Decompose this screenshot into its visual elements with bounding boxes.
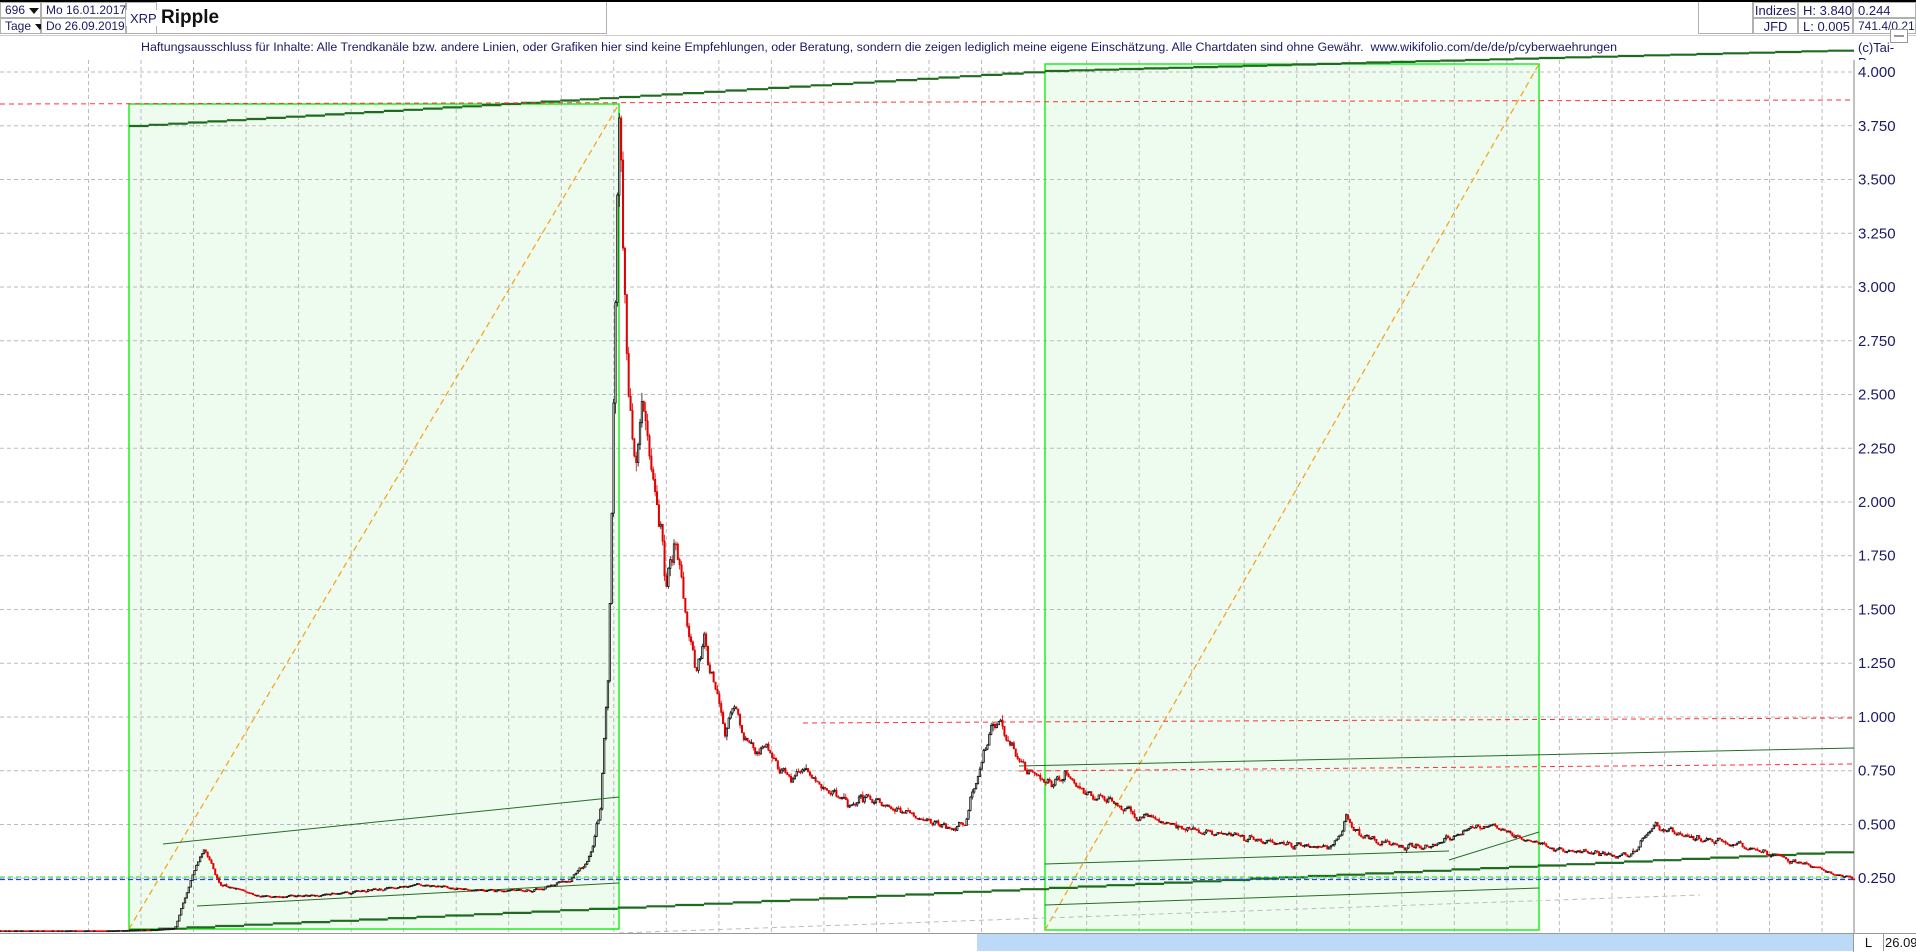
svg-text:2.500: 2.500 [1858,387,1896,404]
svg-text:1.000: 1.000 [1858,709,1896,726]
svg-text:1.500: 1.500 [1858,601,1896,618]
svg-text:2.250: 2.250 [1858,440,1896,457]
svg-text:0.500: 0.500 [1858,816,1896,833]
svg-text:1.750: 1.750 [1858,548,1896,565]
svg-text:4.000: 4.000 [1858,64,1896,81]
svg-text:0.750: 0.750 [1858,763,1896,780]
svg-text:3.750: 3.750 [1858,118,1896,135]
svg-text:3.000: 3.000 [1858,279,1896,296]
svg-text:2.000: 2.000 [1858,494,1896,511]
svg-text:0.250: 0.250 [1858,870,1896,887]
svg-text:3.250: 3.250 [1858,225,1896,242]
svg-text:2.750: 2.750 [1858,333,1896,350]
svg-text:1.250: 1.250 [1858,655,1896,672]
svg-text:3.500: 3.500 [1858,172,1896,189]
